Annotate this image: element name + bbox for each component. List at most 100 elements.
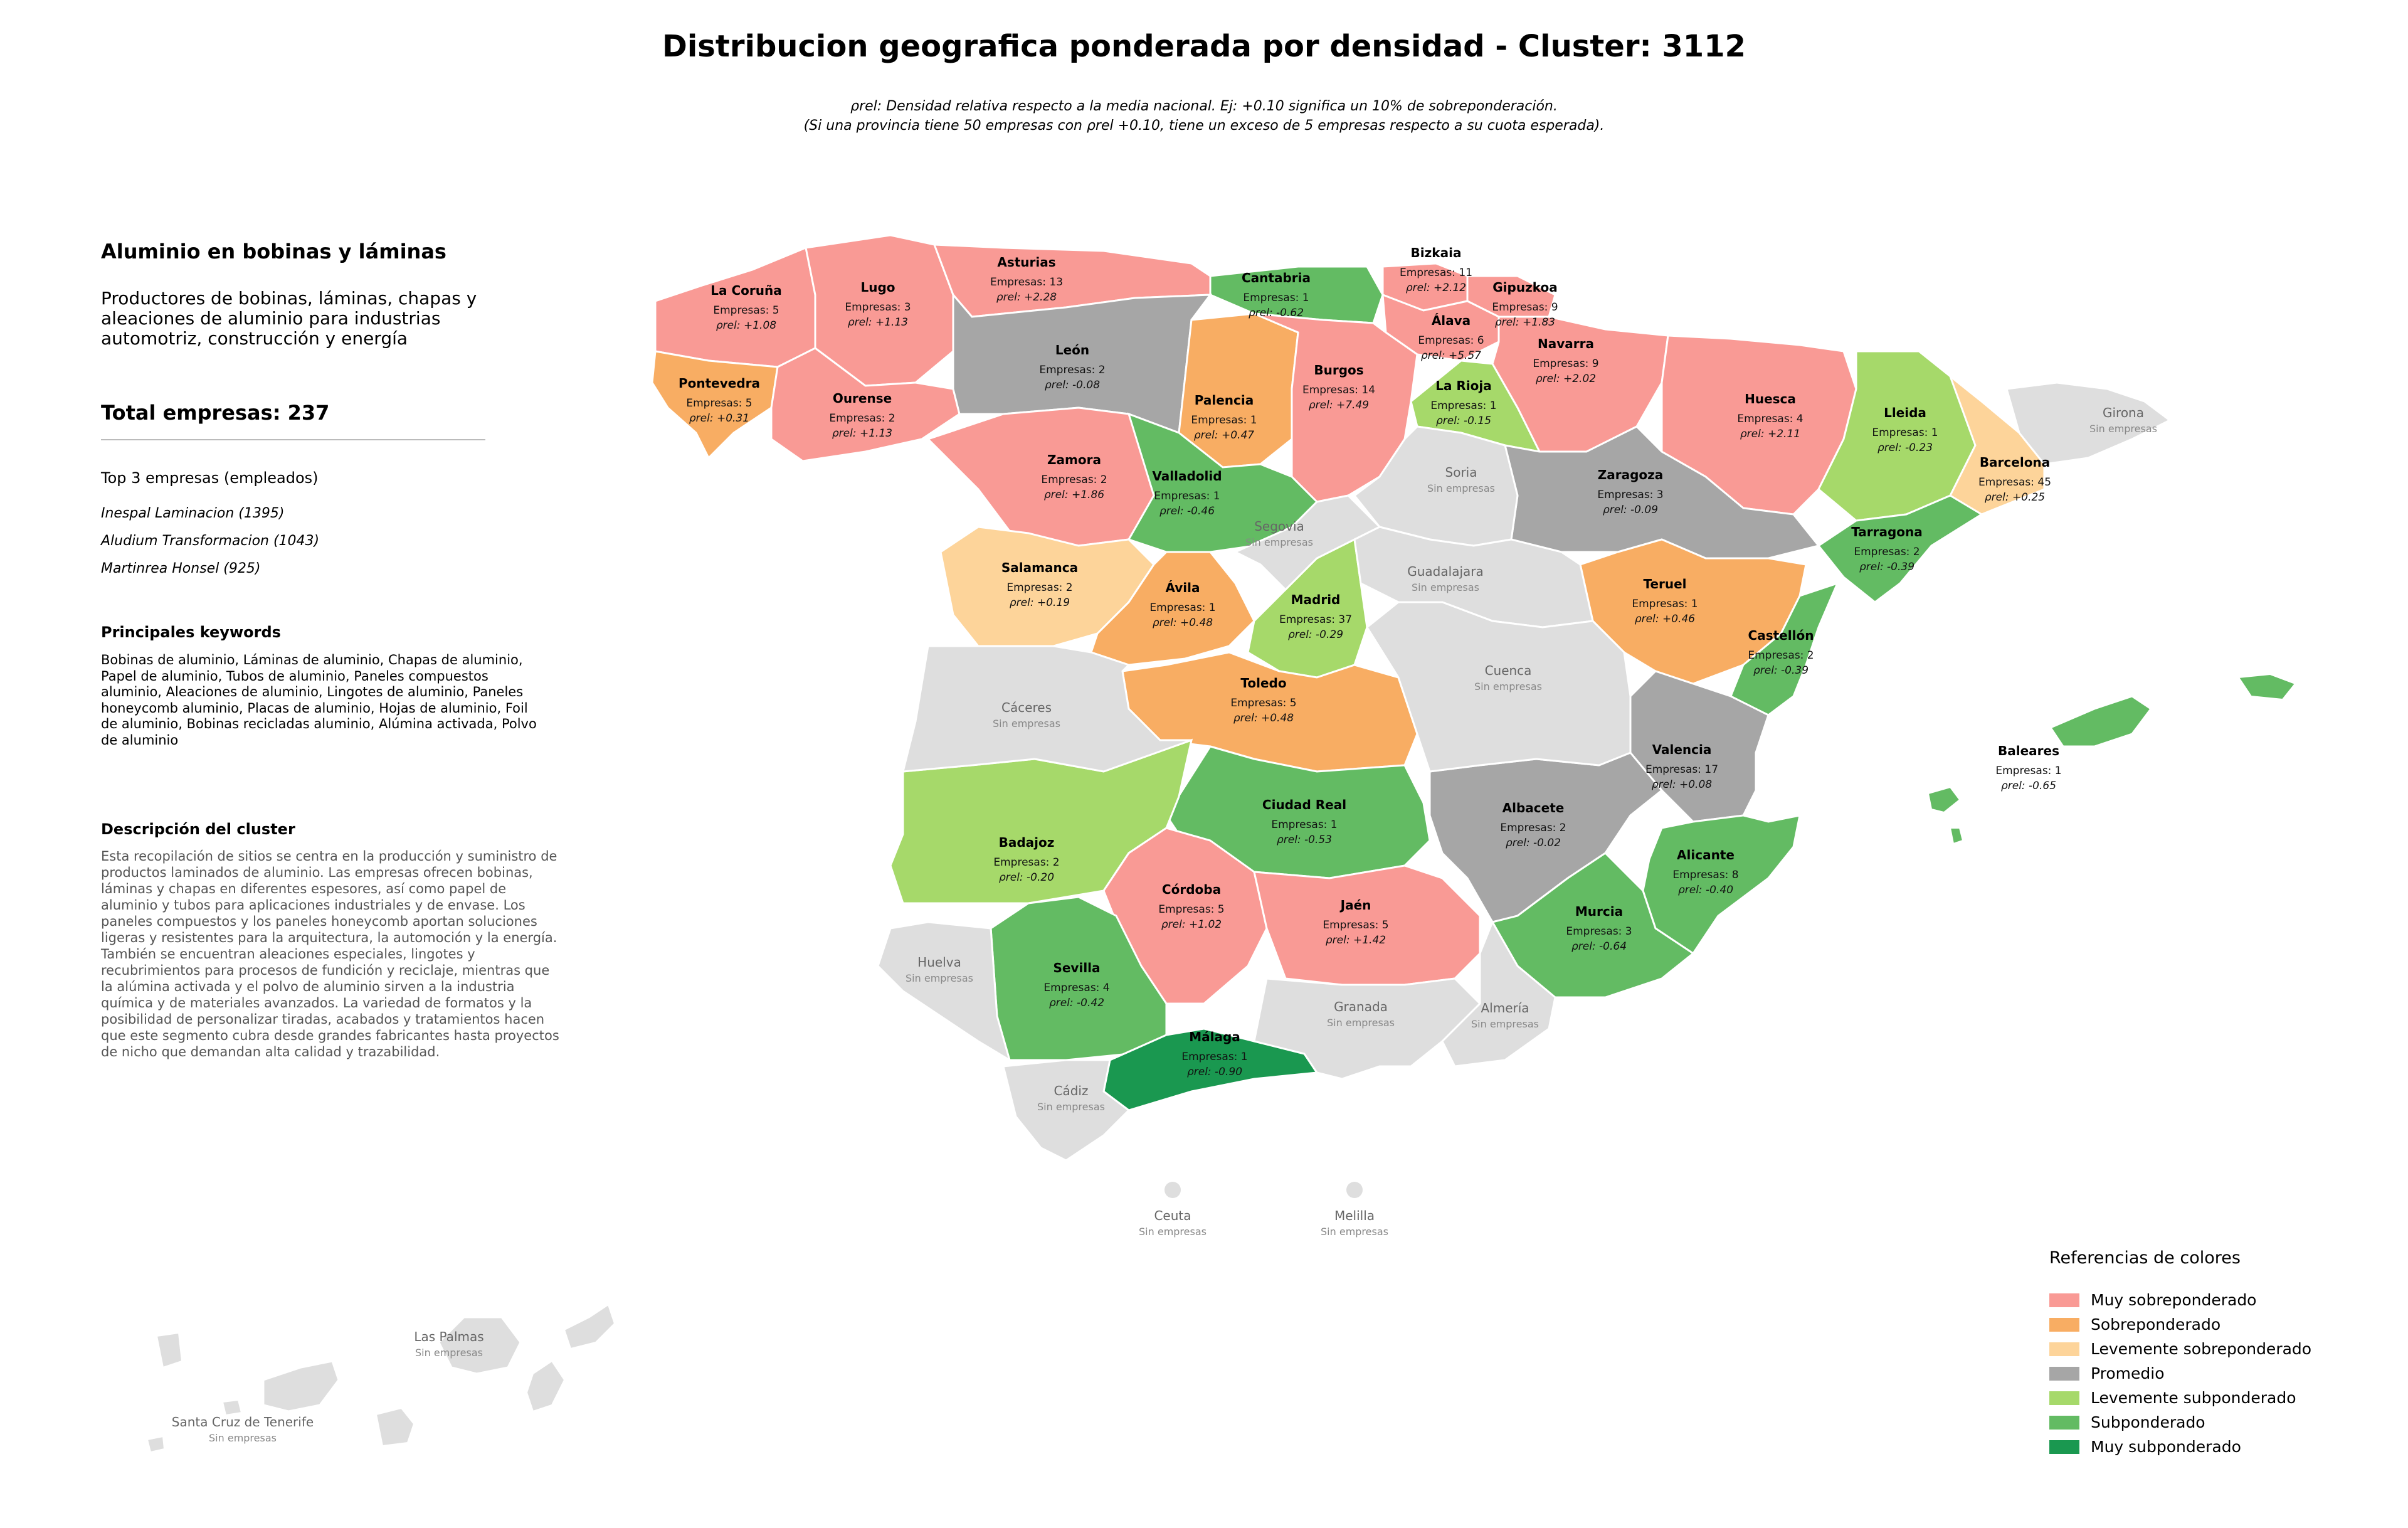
keywords-text: Bobinas de aluminio, Láminas de aluminio… — [101, 652, 537, 748]
province-company-count: Empresas: 6 — [1418, 334, 1484, 347]
province-label: Almería — [1481, 1000, 1529, 1016]
province-caceres — [902, 645, 1192, 773]
province-label: Gipuzkoa — [1492, 280, 1557, 295]
legend-swatch — [2049, 1293, 2079, 1307]
chart-subtitle: ρrel: Densidad relativa respecto a la me… — [0, 97, 2408, 135]
legend-label: Levemente subponderado — [2091, 1389, 2296, 1407]
cluster-description-text: Esta recopilación de sitios se centra en… — [101, 849, 559, 1059]
province-rho-value: ρrel: -0.20 — [999, 871, 1054, 884]
legend-swatch — [2049, 1391, 2079, 1405]
province-girona — [2005, 381, 2172, 465]
province-company-count: Empresas: 17 — [1645, 763, 1718, 776]
province-cadiz — [1002, 1059, 1131, 1162]
province-label: Huesca — [1745, 391, 1796, 406]
province-rho-value: ρrel: +0.08 — [1652, 778, 1712, 791]
province-rho-value: ρrel: +2.11 — [1740, 428, 1800, 440]
province-las-palmas-island — [563, 1303, 616, 1350]
legend-item: Promedio — [2049, 1361, 2311, 1386]
province-company-count: Empresas: 1 — [1191, 414, 1257, 427]
province-rho-value: ρrel: +0.31 — [689, 412, 749, 425]
province-company-count: Empresas: 14 — [1302, 384, 1375, 396]
province-rho-value: ρrel: -0.39 — [1859, 561, 1914, 573]
province-company-count: Empresas: 2 — [1041, 474, 1107, 486]
province-rho-value: ρrel: -0.02 — [1506, 837, 1561, 849]
province-baleares-island — [1927, 786, 1961, 814]
province-no-data-label: Sin empresas — [1427, 482, 1495, 494]
province-company-count: Empresas: 5 — [686, 397, 752, 410]
legend-label: Muy sobreponderado — [2091, 1291, 2257, 1309]
province-label: Teruel — [1643, 576, 1686, 592]
province-company-count: Empresas: 5 — [1323, 919, 1388, 931]
province-rho-value: ρrel: +1.13 — [832, 427, 892, 440]
province-melilla — [1346, 1182, 1363, 1198]
province-company-count: Empresas: 1 — [1430, 400, 1496, 412]
province-no-data-label: Sin empresas — [1139, 1226, 1207, 1238]
province-label: Albacete — [1502, 800, 1565, 815]
legend-swatch — [2049, 1440, 2079, 1454]
cluster-heading: Aluminio en bobinas y láminas — [101, 240, 446, 263]
province-rho-value: ρrel: +0.48 — [1233, 712, 1294, 724]
top-company-item: Martinrea Honsel (925) — [101, 561, 261, 576]
province-tarragona — [1817, 494, 1983, 603]
province-company-count: Empresas: 1 — [1872, 427, 1938, 439]
province-rho-value: ρrel: +1.86 — [1044, 489, 1104, 501]
province-palencia — [1178, 312, 1299, 469]
province-label: Ourense — [833, 391, 892, 406]
legend-swatch — [2049, 1366, 2079, 1381]
province-label: Ciudad Real — [1262, 797, 1346, 812]
province-label: Alicante — [1677, 847, 1735, 862]
province-granada — [1253, 977, 1482, 1080]
province-label: Pontevedra — [679, 376, 760, 391]
province-jaen — [1253, 864, 1481, 986]
province-label: Salamanca — [1001, 560, 1078, 575]
province-label: Las Palmas — [414, 1329, 483, 1344]
legend-label: Levemente sobreponderado — [2091, 1340, 2312, 1358]
province-rho-value: ρrel: +2.28 — [996, 291, 1057, 304]
province-company-count: Empresas: 11 — [1400, 267, 1472, 279]
legend-swatch — [2049, 1342, 2079, 1356]
province-label: Ceuta — [1154, 1208, 1191, 1223]
province-no-data-label: Sin empresas — [209, 1432, 277, 1444]
province-company-count: Empresas: 2 — [1854, 546, 1920, 558]
province-company-count: Empresas: 2 — [1500, 822, 1566, 834]
province-rho-value: ρrel: -0.46 — [1159, 505, 1215, 517]
province-rho-value: ρrel: -0.15 — [1436, 415, 1491, 427]
province-santa-cruz-de-tenerife — [262, 1360, 340, 1413]
divider — [101, 439, 485, 440]
province-rho-value: ρrel: +2.02 — [1536, 373, 1596, 385]
province-no-data-label: Sin empresas — [993, 718, 1060, 730]
keywords-heading: Principales keywords — [101, 623, 281, 641]
province-label: Álava — [1432, 313, 1471, 328]
province-no-data-label: Sin empresas — [2089, 423, 2157, 435]
legend-item: Sobreponderado — [2049, 1312, 2311, 1337]
province-baleares-island — [1949, 827, 1964, 845]
province-company-count: Empresas: 2 — [829, 412, 895, 425]
province-label: La Rioja — [1435, 378, 1492, 393]
province-label: Sevilla — [1053, 960, 1100, 975]
province-company-count: Empresas: 1 — [1243, 292, 1309, 304]
province-label: Segovia — [1254, 519, 1304, 534]
province-label: León — [1055, 342, 1089, 358]
province-label: Girona — [2103, 405, 2144, 420]
province-rho-value: ρrel: +1.08 — [716, 319, 776, 332]
province-ceuta — [1164, 1182, 1181, 1198]
province-rho-value: ρrel: +7.49 — [1309, 399, 1369, 411]
province-rho-value: ρrel: -0.65 — [2001, 780, 2056, 792]
cluster-short-description: Productores de bobinas, láminas, chapas … — [101, 288, 477, 349]
province-rho-value: ρrel: -0.53 — [1277, 834, 1332, 846]
province-company-count: Empresas: 13 — [990, 276, 1063, 289]
province-rho-value: ρrel: -0.39 — [1753, 664, 1809, 677]
province-rho-value: ρrel: -0.09 — [1603, 504, 1658, 516]
province-label: Madrid — [1291, 592, 1341, 607]
province-rho-value: ρrel: +1.13 — [848, 316, 908, 329]
province-company-count: Empresas: 45 — [1978, 476, 2051, 489]
province-label: Valladolid — [1152, 469, 1222, 484]
legend-label: Sobreponderado — [2091, 1315, 2221, 1334]
province-baleares — [2049, 695, 2153, 748]
province-rho-value: ρrel: -0.23 — [1877, 442, 1933, 454]
province-label: Navarra — [1538, 336, 1594, 351]
province-almeria — [1441, 920, 1556, 1068]
province-label: Asturias — [997, 255, 1055, 270]
province-company-count: Empresas: 1 — [1632, 598, 1698, 610]
province-company-count: Empresas: 1 — [1154, 490, 1220, 502]
